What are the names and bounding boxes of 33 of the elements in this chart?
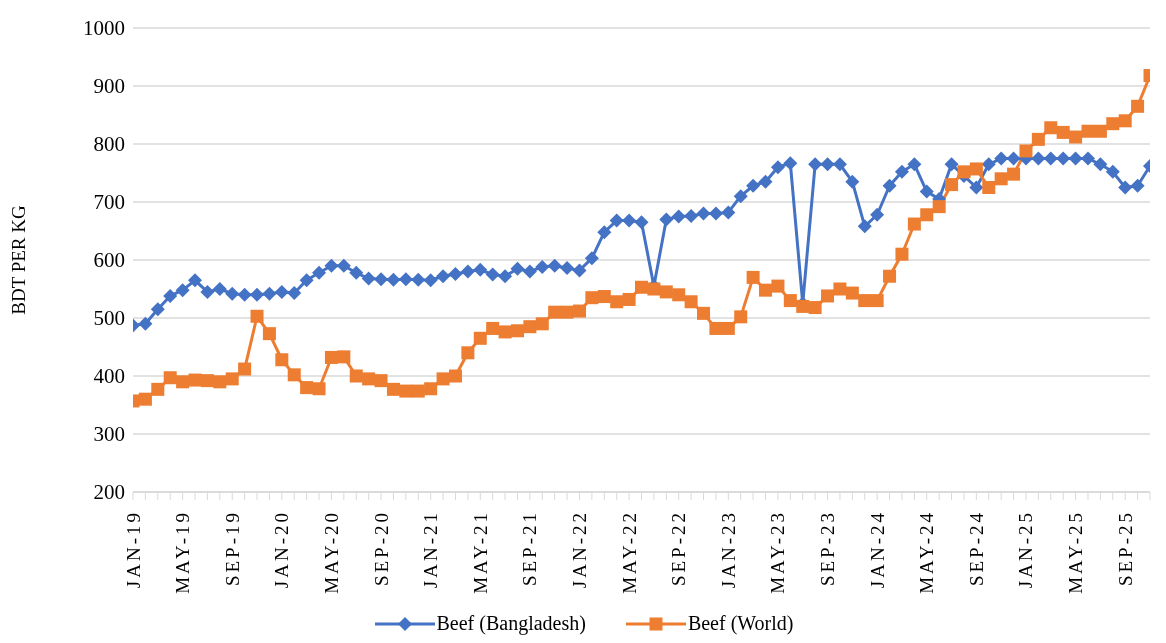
x-tick-label: MAY-22 — [618, 510, 640, 594]
x-tick-label: SEP-20 — [370, 510, 392, 587]
x-tick-label: JAN-22 — [568, 510, 590, 589]
x-tick-label: SEP-24 — [965, 510, 987, 587]
x-tick-label: JAN-21 — [420, 510, 442, 589]
y-tick-label: 900 — [93, 74, 125, 99]
x-tick-label: JAN-23 — [717, 510, 739, 589]
y-tick-label: 1000 — [83, 16, 125, 41]
y-axis-title: BDT PER KG — [7, 205, 29, 315]
x-tick-label: SEP-23 — [817, 510, 839, 587]
y-tick-label: 200 — [93, 480, 125, 505]
x-tick-label: MAY-19 — [172, 510, 194, 594]
x-tick-label: MAY-21 — [469, 510, 491, 594]
x-tick-label: JAN-25 — [1015, 510, 1037, 589]
x-tick-label: SEP-25 — [1114, 510, 1136, 587]
y-tick-label: 700 — [93, 190, 125, 215]
x-tick-label: JAN-24 — [866, 510, 888, 589]
legend-label: Beef (Bangladesh) — [435, 612, 586, 635]
x-tick-label: MAY-20 — [320, 510, 342, 594]
y-tick-label: 400 — [93, 364, 125, 389]
x-tick-label: MAY-24 — [916, 510, 938, 594]
x-tick-label: MAY-25 — [1065, 510, 1087, 594]
x-tick-label: JAN-20 — [271, 510, 293, 589]
y-tick-label: 600 — [93, 248, 125, 273]
legend-label: Beef (World) — [686, 612, 794, 635]
y-tick-label: 300 — [93, 422, 125, 447]
x-tick-label: SEP-22 — [668, 510, 690, 587]
x-tick-label: SEP-19 — [221, 510, 243, 587]
x-tick-label: SEP-21 — [519, 510, 541, 587]
x-tick-label: MAY-23 — [767, 510, 789, 594]
y-tick-label: 800 — [93, 132, 125, 157]
y-tick-label: 500 — [93, 306, 125, 331]
x-tick-label: JAN-19 — [122, 510, 144, 589]
